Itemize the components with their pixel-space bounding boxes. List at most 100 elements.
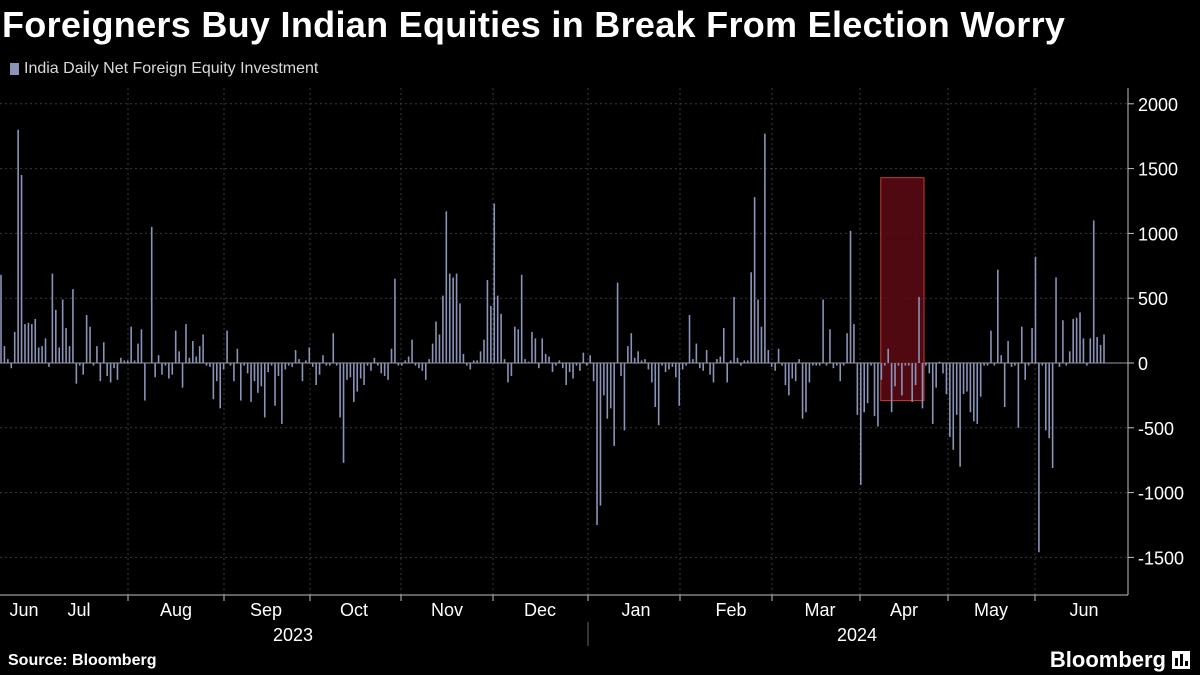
data-bar (140, 329, 143, 363)
data-bar (366, 363, 369, 366)
x-month-label: Aug (160, 600, 192, 620)
data-bar (102, 342, 105, 363)
data-bar (935, 363, 937, 388)
data-bar (705, 350, 708, 363)
data-bar (846, 333, 848, 363)
data-bar (883, 363, 886, 366)
data-bar (267, 363, 269, 373)
data-bar (106, 363, 108, 376)
data-bar (75, 363, 78, 384)
data-bar (1038, 363, 1040, 553)
data-bar (589, 355, 591, 363)
data-bar (736, 357, 739, 363)
data-bar (113, 363, 115, 369)
data-bar (651, 363, 653, 383)
data-bar (928, 363, 931, 374)
data-bar (808, 363, 811, 383)
data-bar (1024, 363, 1027, 380)
data-bar (979, 363, 982, 397)
data-bar (431, 343, 434, 363)
data-bar (719, 356, 722, 363)
data-bar (1068, 351, 1071, 363)
data-bar (681, 363, 684, 370)
data-bar (565, 363, 568, 386)
data-bar (442, 295, 444, 363)
data-bar (798, 359, 800, 363)
data-bar (85, 315, 88, 363)
x-month-label: Feb (715, 600, 746, 620)
data-bar (829, 329, 831, 363)
data-bar (1051, 363, 1054, 468)
data-bar (356, 363, 359, 392)
data-bar (133, 360, 136, 363)
data-bar (945, 363, 948, 395)
data-bar (78, 363, 81, 366)
data-bar (1096, 337, 1098, 363)
data-bar (757, 299, 759, 363)
data-bar (397, 363, 400, 366)
bloomberg-terminal-icon (1172, 651, 1190, 669)
data-bar (120, 357, 122, 363)
data-bar (890, 363, 893, 413)
data-bar (859, 363, 862, 485)
legend-swatch (10, 63, 19, 75)
data-bar (346, 363, 348, 380)
data-bar (568, 363, 571, 373)
data-bar (185, 324, 187, 363)
y-tick-label: -500 (1138, 419, 1174, 439)
data-bar (192, 340, 194, 363)
data-bar (812, 363, 814, 366)
data-bar (825, 363, 828, 366)
data-bar (445, 211, 448, 363)
y-tick-label: -1500 (1138, 548, 1184, 568)
data-bar (250, 363, 252, 402)
data-bar (609, 363, 612, 409)
data-bar (976, 363, 979, 424)
data-bar (740, 363, 742, 366)
data-bar (606, 363, 609, 419)
brand-name: Bloomberg (1049, 647, 1166, 672)
data-bar (452, 277, 454, 363)
y-tick-label: 0 (1138, 354, 1148, 374)
x-month-label: Dec (524, 600, 556, 620)
data-bar (486, 280, 489, 363)
y-tick-label: 1500 (1138, 160, 1178, 180)
data-bar (1062, 320, 1064, 363)
data-bar (65, 328, 67, 363)
data-bar (92, 363, 95, 366)
data-bar (253, 363, 256, 382)
data-bar (1048, 363, 1050, 439)
data-bar (126, 360, 129, 363)
data-bar (904, 363, 907, 366)
data-bar (380, 363, 383, 374)
data-bar (349, 363, 352, 378)
data-bar (955, 363, 958, 415)
data-bar (695, 343, 698, 363)
data-bar (438, 334, 441, 363)
data-bar (579, 363, 581, 371)
data-bar (514, 326, 516, 363)
data-bar (767, 350, 770, 363)
data-bar (270, 363, 273, 366)
x-month-label: Sep (250, 600, 282, 620)
data-bar (832, 363, 835, 369)
data-bar (887, 348, 889, 363)
data-bar (1010, 363, 1013, 367)
data-bar (764, 133, 766, 363)
data-bar (246, 363, 249, 374)
data-bar (997, 269, 999, 363)
data-bar (620, 363, 622, 376)
data-bar (925, 363, 927, 366)
data-bar (712, 363, 715, 383)
data-bar (428, 359, 430, 363)
y-tick-label: 500 (1138, 289, 1168, 309)
x-month-label: Jul (67, 600, 90, 620)
data-bar (849, 230, 852, 363)
data-bar (10, 363, 13, 369)
data-bar (27, 322, 30, 363)
data-bar (198, 346, 201, 363)
data-bar (281, 363, 283, 424)
data-bar (657, 363, 660, 426)
data-bar (195, 356, 198, 363)
